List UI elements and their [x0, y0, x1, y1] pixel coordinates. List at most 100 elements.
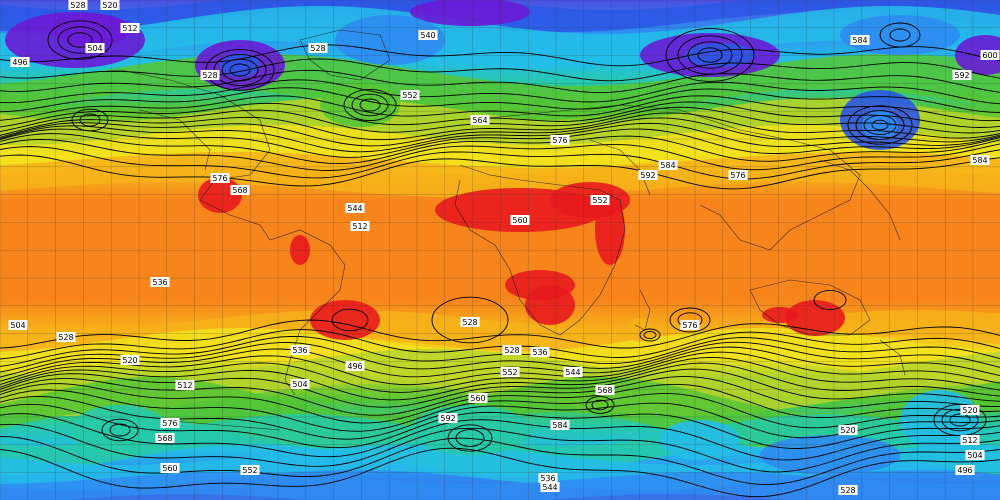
contour-label: 568: [155, 433, 175, 443]
pressure-cell: [628, 318, 652, 342]
coastline: [299, 29, 391, 81]
contour-label-bg: [952, 70, 972, 80]
contour-label: 520: [100, 0, 120, 10]
contour-label: 504: [85, 43, 105, 53]
contour-line: [0, 138, 1000, 171]
coastline: [469, 104, 861, 251]
contour-label: 552: [400, 90, 420, 100]
contour-label-bg: [980, 50, 1000, 60]
contour-label: 584: [970, 155, 990, 165]
contour-line: [0, 133, 1000, 165]
contour-line: [0, 341, 1000, 373]
contour-line: [0, 383, 1000, 424]
closed-contour: [47, 20, 113, 60]
contour-label: 544: [345, 203, 365, 213]
contour-label: 576: [550, 135, 570, 145]
contour-label-text: 552: [402, 91, 417, 100]
pressure-cell: [785, 300, 845, 336]
contour-label-text: 520: [840, 426, 855, 435]
contour-label: 512: [350, 221, 370, 231]
contour-label-bg: [550, 135, 570, 145]
coastline: [879, 339, 906, 376]
contour-label: 520: [838, 425, 858, 435]
closed-contour: [79, 113, 101, 127]
contour-label: 496: [955, 465, 975, 475]
contour-label-bg: [540, 482, 560, 492]
contour-label-text: 528: [70, 1, 85, 10]
contour-label-bg: [658, 160, 678, 170]
contour-label: 552: [500, 367, 520, 377]
pressure-cell: [760, 435, 900, 475]
closed-contour: [71, 108, 109, 132]
contour-line: [0, 351, 1000, 386]
contour-label-bg: [502, 345, 522, 355]
contour-label: 528: [502, 345, 522, 355]
contour-label-bg: [175, 380, 195, 390]
contour-label-bg: [240, 465, 260, 475]
contour-label-bg: [345, 203, 365, 213]
contour-label-bg: [850, 35, 870, 45]
pressure-cell: [840, 15, 960, 55]
contour-label: 576: [160, 418, 180, 428]
closed-contour: [591, 399, 609, 411]
contour-labels: 528 520 512 504 496 528 528 540 552 564 576 584 592 5…: [8, 0, 1000, 495]
contour-label: 544: [540, 482, 560, 492]
contour-line: [0, 329, 1000, 360]
contour-label-text: 528: [504, 346, 519, 355]
contour-label-bg: [150, 277, 170, 287]
contour-label-bg: [728, 170, 748, 180]
closed-contour: [855, 110, 905, 140]
contour-label: 528: [838, 485, 858, 495]
contour-label-bg: [400, 90, 420, 100]
pressure-cell: [900, 390, 980, 450]
contour-label-bg: [155, 433, 175, 443]
closed-contour: [813, 289, 847, 311]
contour-label: 560: [510, 215, 530, 225]
pressure-cell: [595, 195, 625, 265]
pressure-cell: [525, 285, 575, 325]
contour-label: 568: [230, 185, 250, 195]
closed-contour: [67, 32, 93, 48]
closed-contour: [57, 26, 103, 54]
contour-line: [0, 79, 1000, 105]
contour-label: 552: [240, 465, 260, 475]
contour-label-text: 576: [552, 136, 567, 145]
contour-label-bg: [550, 420, 570, 430]
closed-contour: [889, 28, 911, 42]
contour-label-text: 528: [462, 318, 477, 327]
contour-line: [0, 58, 1000, 82]
contour-label: 528: [200, 70, 220, 80]
contour-label: 592: [952, 70, 972, 80]
contour-label-bg: [595, 385, 615, 395]
contour-label-text: 584: [660, 161, 675, 170]
contour-label-bg: [160, 418, 180, 428]
contour-label-text: 528: [202, 71, 217, 80]
pressure-cell: [290, 235, 310, 265]
closed-contour: [665, 28, 755, 82]
contour-label: 560: [160, 463, 180, 473]
color-band: [0, 310, 1000, 355]
contour-label-bg: [468, 393, 488, 403]
closed-contour: [677, 35, 743, 75]
contour-label-text: 560: [470, 394, 485, 403]
contour-label-text: 568: [232, 186, 247, 195]
contour-line: [0, 447, 1000, 498]
contour-label-bg: [438, 413, 458, 423]
contour-label-text: 568: [157, 434, 172, 443]
contour-label: 512: [120, 23, 140, 33]
contour-label: 512: [960, 435, 980, 445]
contour-label-text: 560: [162, 464, 177, 473]
contour-label-bg: [85, 43, 105, 53]
contour-label-bg: [10, 57, 30, 67]
contour-label-bg: [200, 70, 220, 80]
contour-label: 576: [210, 173, 230, 183]
contour-line: [0, 87, 1000, 114]
contour-label-bg: [290, 345, 310, 355]
contour-label-text: 536: [152, 278, 167, 287]
contour-label: 576: [680, 320, 700, 330]
pressure-cell: [660, 420, 740, 460]
contour-label-bg: [638, 170, 658, 180]
contour-label: 584: [850, 35, 870, 45]
closed-contour: [431, 296, 509, 344]
